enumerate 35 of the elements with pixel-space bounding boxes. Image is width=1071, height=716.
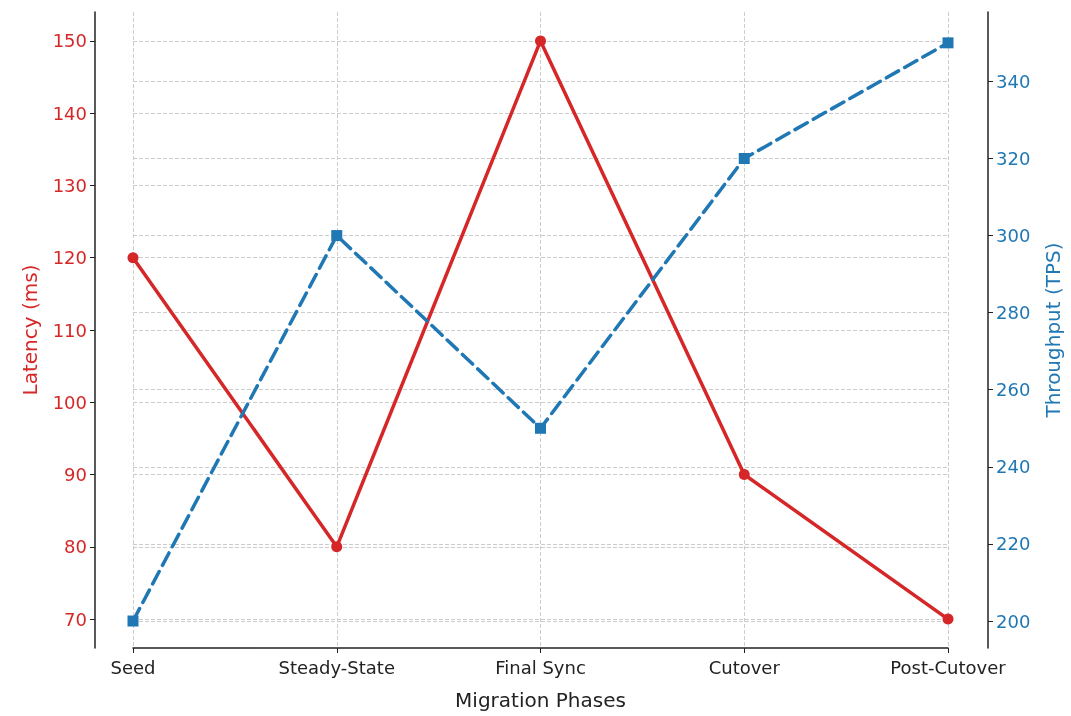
y-axis-title: Latency (ms) bbox=[18, 264, 42, 396]
y2-tick-label: 200 bbox=[996, 610, 1031, 632]
y2-tick-label: 220 bbox=[996, 533, 1031, 555]
y-tick-label: 80 bbox=[64, 536, 87, 558]
y2-tick-label: 340 bbox=[996, 70, 1031, 92]
x-axis-title: Migration Phases bbox=[455, 688, 626, 712]
point bbox=[127, 252, 139, 264]
x-tick-label: Seed bbox=[110, 656, 156, 678]
y2-tick-label: 260 bbox=[996, 379, 1031, 401]
y2-tick-label: 300 bbox=[996, 225, 1031, 247]
point bbox=[738, 469, 750, 481]
y2-tick-label: 320 bbox=[996, 147, 1031, 169]
point bbox=[942, 613, 954, 625]
point bbox=[738, 152, 750, 164]
point bbox=[535, 35, 546, 47]
y2-tick-label: 240 bbox=[996, 456, 1031, 478]
point bbox=[331, 230, 343, 242]
y-tick-label: 90 bbox=[64, 464, 87, 486]
point bbox=[331, 541, 343, 553]
x-tick-label: Post-Cutover bbox=[890, 656, 1007, 678]
point bbox=[942, 37, 954, 49]
y-tick-label: 100 bbox=[52, 391, 87, 413]
y-tick-label: 150 bbox=[52, 30, 87, 52]
point bbox=[535, 422, 546, 434]
point bbox=[127, 615, 139, 627]
y-tick-label: 70 bbox=[64, 608, 87, 630]
y-tick-label: 120 bbox=[52, 247, 87, 269]
y2-axis-title: Throughput (TPS) bbox=[1041, 242, 1065, 419]
x-tick-label: Final Sync bbox=[495, 656, 586, 678]
x-tick-label: Cutover bbox=[708, 656, 781, 678]
y2-tick-label: 280 bbox=[996, 302, 1031, 324]
y-tick-label: 110 bbox=[52, 319, 87, 341]
x-tick-label: Steady-State bbox=[278, 656, 395, 678]
y-tick-label: 130 bbox=[52, 174, 87, 196]
y-tick-label: 140 bbox=[52, 102, 87, 124]
